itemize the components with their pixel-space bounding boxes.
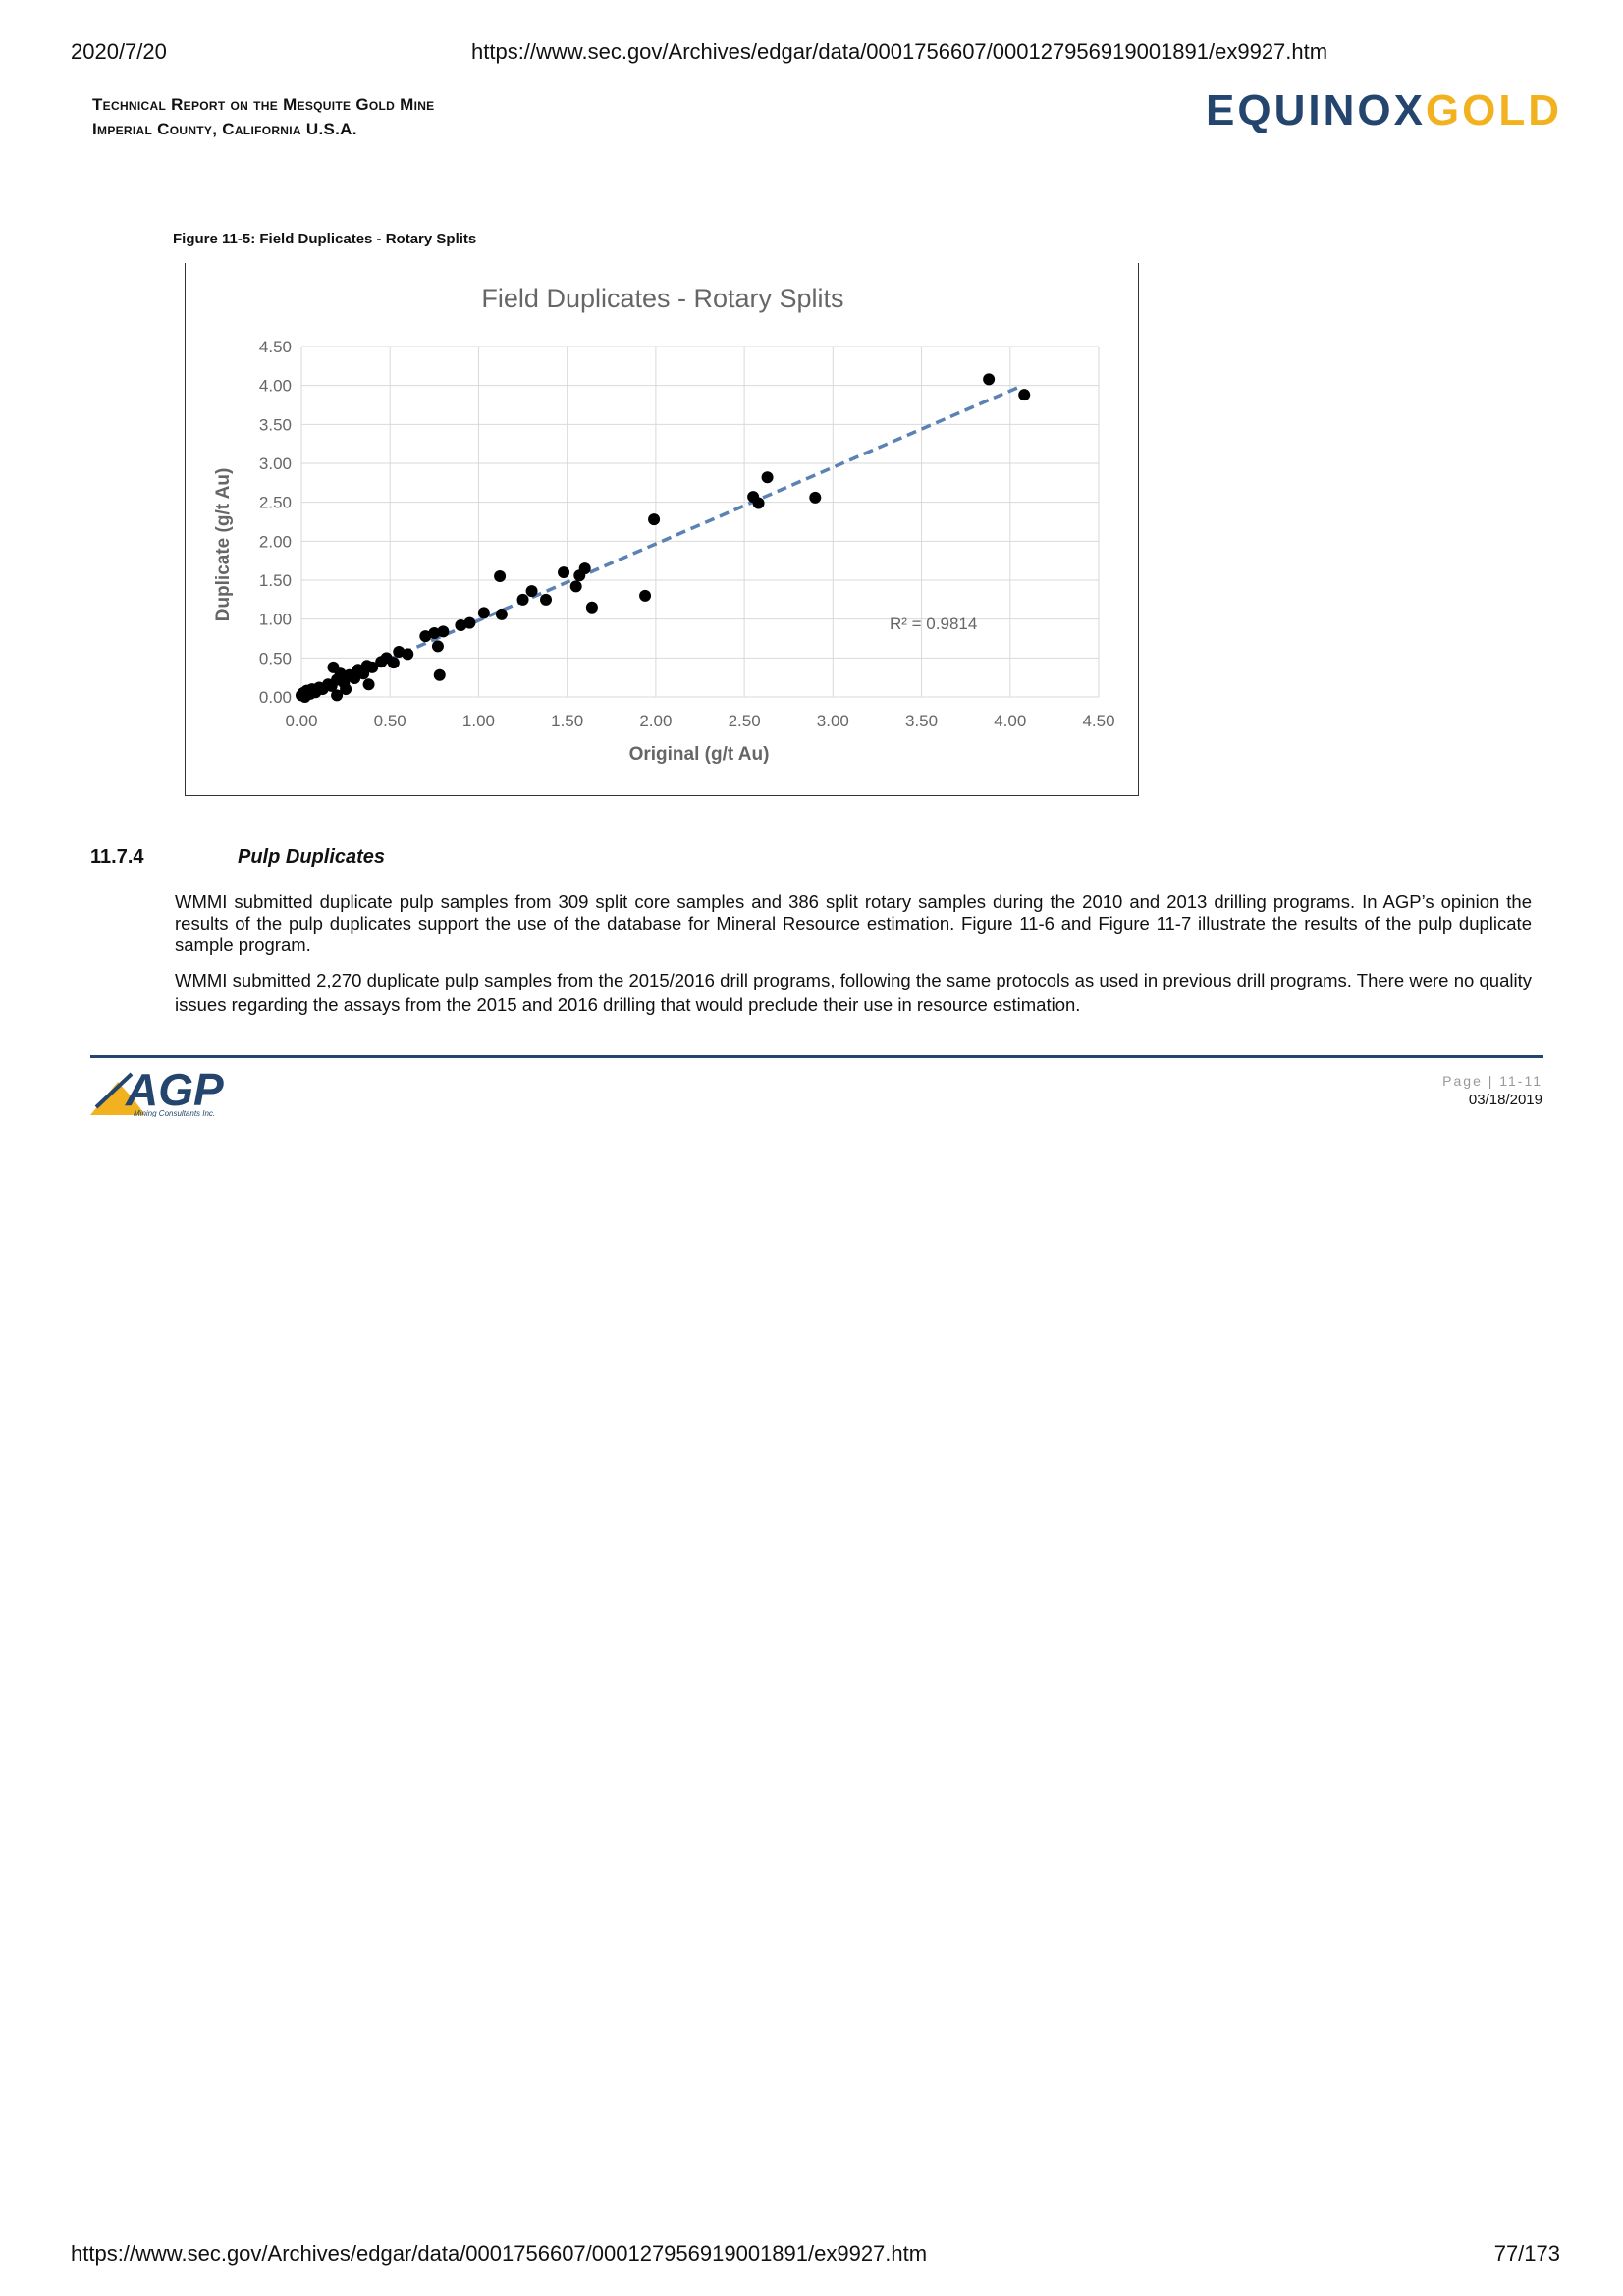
data-point: [639, 589, 652, 602]
x-axis-label: Original (g/t Au): [629, 744, 770, 765]
data-point: [540, 593, 553, 606]
x-tick-label: 3.00: [817, 712, 849, 730]
data-point: [578, 562, 591, 575]
paragraph-1: WMMI submitted duplicate pulp samples fr…: [175, 891, 1532, 955]
y-tick-label: 2.00: [259, 532, 292, 551]
x-tick-label: 4.50: [1082, 712, 1114, 730]
data-point: [809, 491, 822, 504]
data-point: [477, 607, 490, 619]
y-tick-label: 3.50: [259, 415, 292, 434]
scatter-chart: 0.00 0.50 1.00 1.50 2.00 2.50 3.00 3.50 4.00 4.50…: [213, 284, 1115, 765]
report-title: Technical Report on the Mesquite Gold Mi…: [92, 92, 435, 141]
y-tick-label: 1.00: [259, 611, 292, 629]
data-point: [431, 640, 444, 653]
agp-logo: AGP Mining Consultants Inc.: [90, 1064, 224, 1117]
x-tick-label: 0.50: [374, 712, 406, 730]
y-tick-label: 0.50: [259, 649, 292, 667]
chart-frame: 0.00 0.50 1.00 1.50 2.00 2.50 3.00 3.50 4.00 4.50…: [185, 263, 1139, 796]
data-point: [455, 619, 467, 632]
data-point: [393, 645, 406, 658]
y-tick-label: 4.00: [259, 377, 292, 396]
paragraph-2: WMMI submitted 2,270 duplicate pulp samp…: [175, 970, 1532, 1015]
data-point: [525, 585, 538, 598]
data-point: [761, 471, 774, 484]
x-tick-label: 4.00: [994, 712, 1026, 730]
x-tick-label: 2.00: [639, 712, 672, 730]
y-tick-label: 0.00: [259, 688, 292, 707]
logo-pick-icon: [94, 1072, 134, 1109]
data-point: [569, 580, 582, 593]
data-point: [362, 678, 375, 691]
data-point: [419, 630, 432, 643]
x-tick-label: 0.00: [285, 712, 317, 730]
footer-rule: [90, 1055, 1543, 1058]
figure-caption: Figure 11-5: Field Duplicates - Rotary S…: [173, 231, 477, 247]
section-title: Pulp Duplicates: [238, 846, 386, 868]
data-point: [585, 601, 598, 614]
x-tick-label: 3.50: [905, 712, 938, 730]
y-tick-label: 2.50: [259, 494, 292, 512]
data-point: [334, 667, 347, 680]
logo-mountain-icon: [90, 1082, 145, 1115]
report-title-line1: Technical Report on the Mesquite Gold Mi…: [92, 95, 435, 114]
logo-part-gold: GOLD: [1425, 86, 1563, 134]
data-point: [387, 657, 400, 669]
logo-part-equinox: EQUINOX: [1206, 86, 1426, 134]
data-point: [340, 683, 352, 696]
report-title-line2: Imperial County, California U.S.A.: [92, 120, 357, 138]
y-axis-label: Duplicate (g/t Au): [213, 468, 234, 622]
data-point: [437, 625, 450, 638]
data-point: [1018, 389, 1031, 401]
data-point: [366, 661, 379, 673]
x-tick-labels: 0.00 0.50 1.00 1.50 2.00 2.50 3.00 3.50 4.00 4.50: [285, 712, 1114, 730]
print-page-counter: 77/173: [1493, 2241, 1560, 2266]
logo-subtext: Mining Consultants Inc.: [134, 1109, 215, 1117]
data-point: [433, 668, 446, 681]
y-tick-labels: 0.00 0.50 1.00 1.50 2.00 2.50 3.00 3.50 4.00 4.50: [259, 338, 292, 707]
chart-title: Field Duplicates - Rotary Splits: [481, 284, 843, 313]
print-url: https://www.sec.gov/Archives/edgar/data/…: [471, 39, 1328, 64]
data-point: [463, 616, 476, 629]
equinox-gold-logo: EQUINOXGOLD: [1206, 86, 1562, 135]
data-points: [296, 373, 1031, 703]
data-point: [402, 648, 414, 661]
data-point: [494, 570, 507, 583]
trendline-segment: [300, 385, 1020, 699]
x-tick-label: 2.50: [729, 712, 761, 730]
data-point: [428, 626, 441, 639]
r-squared-annotation: R² = 0.9814: [890, 614, 977, 633]
print-date: 2020/7/20: [71, 39, 167, 64]
data-point: [983, 373, 996, 386]
logo-text: AGP: [125, 1064, 224, 1115]
section-number: 11.7.4: [90, 846, 144, 868]
page-label: Page | 11-11: [1442, 1073, 1542, 1089]
data-point: [331, 689, 344, 702]
data-point: [558, 566, 570, 579]
x-tick-label: 1.50: [551, 712, 583, 730]
print-url-bottom: https://www.sec.gov/Archives/edgar/data/…: [71, 2241, 928, 2266]
data-point: [752, 497, 765, 509]
data-point: [516, 593, 529, 606]
data-point: [495, 608, 508, 620]
chart-grid: [300, 346, 1100, 698]
data-point: [648, 513, 661, 526]
trendline: [300, 385, 1020, 699]
footer-date: 03/18/2019: [1468, 1092, 1542, 1108]
y-tick-label: 1.50: [259, 571, 292, 590]
x-tick-label: 1.00: [462, 712, 495, 730]
y-tick-label: 4.50: [259, 338, 292, 356]
y-tick-label: 3.00: [259, 454, 292, 473]
